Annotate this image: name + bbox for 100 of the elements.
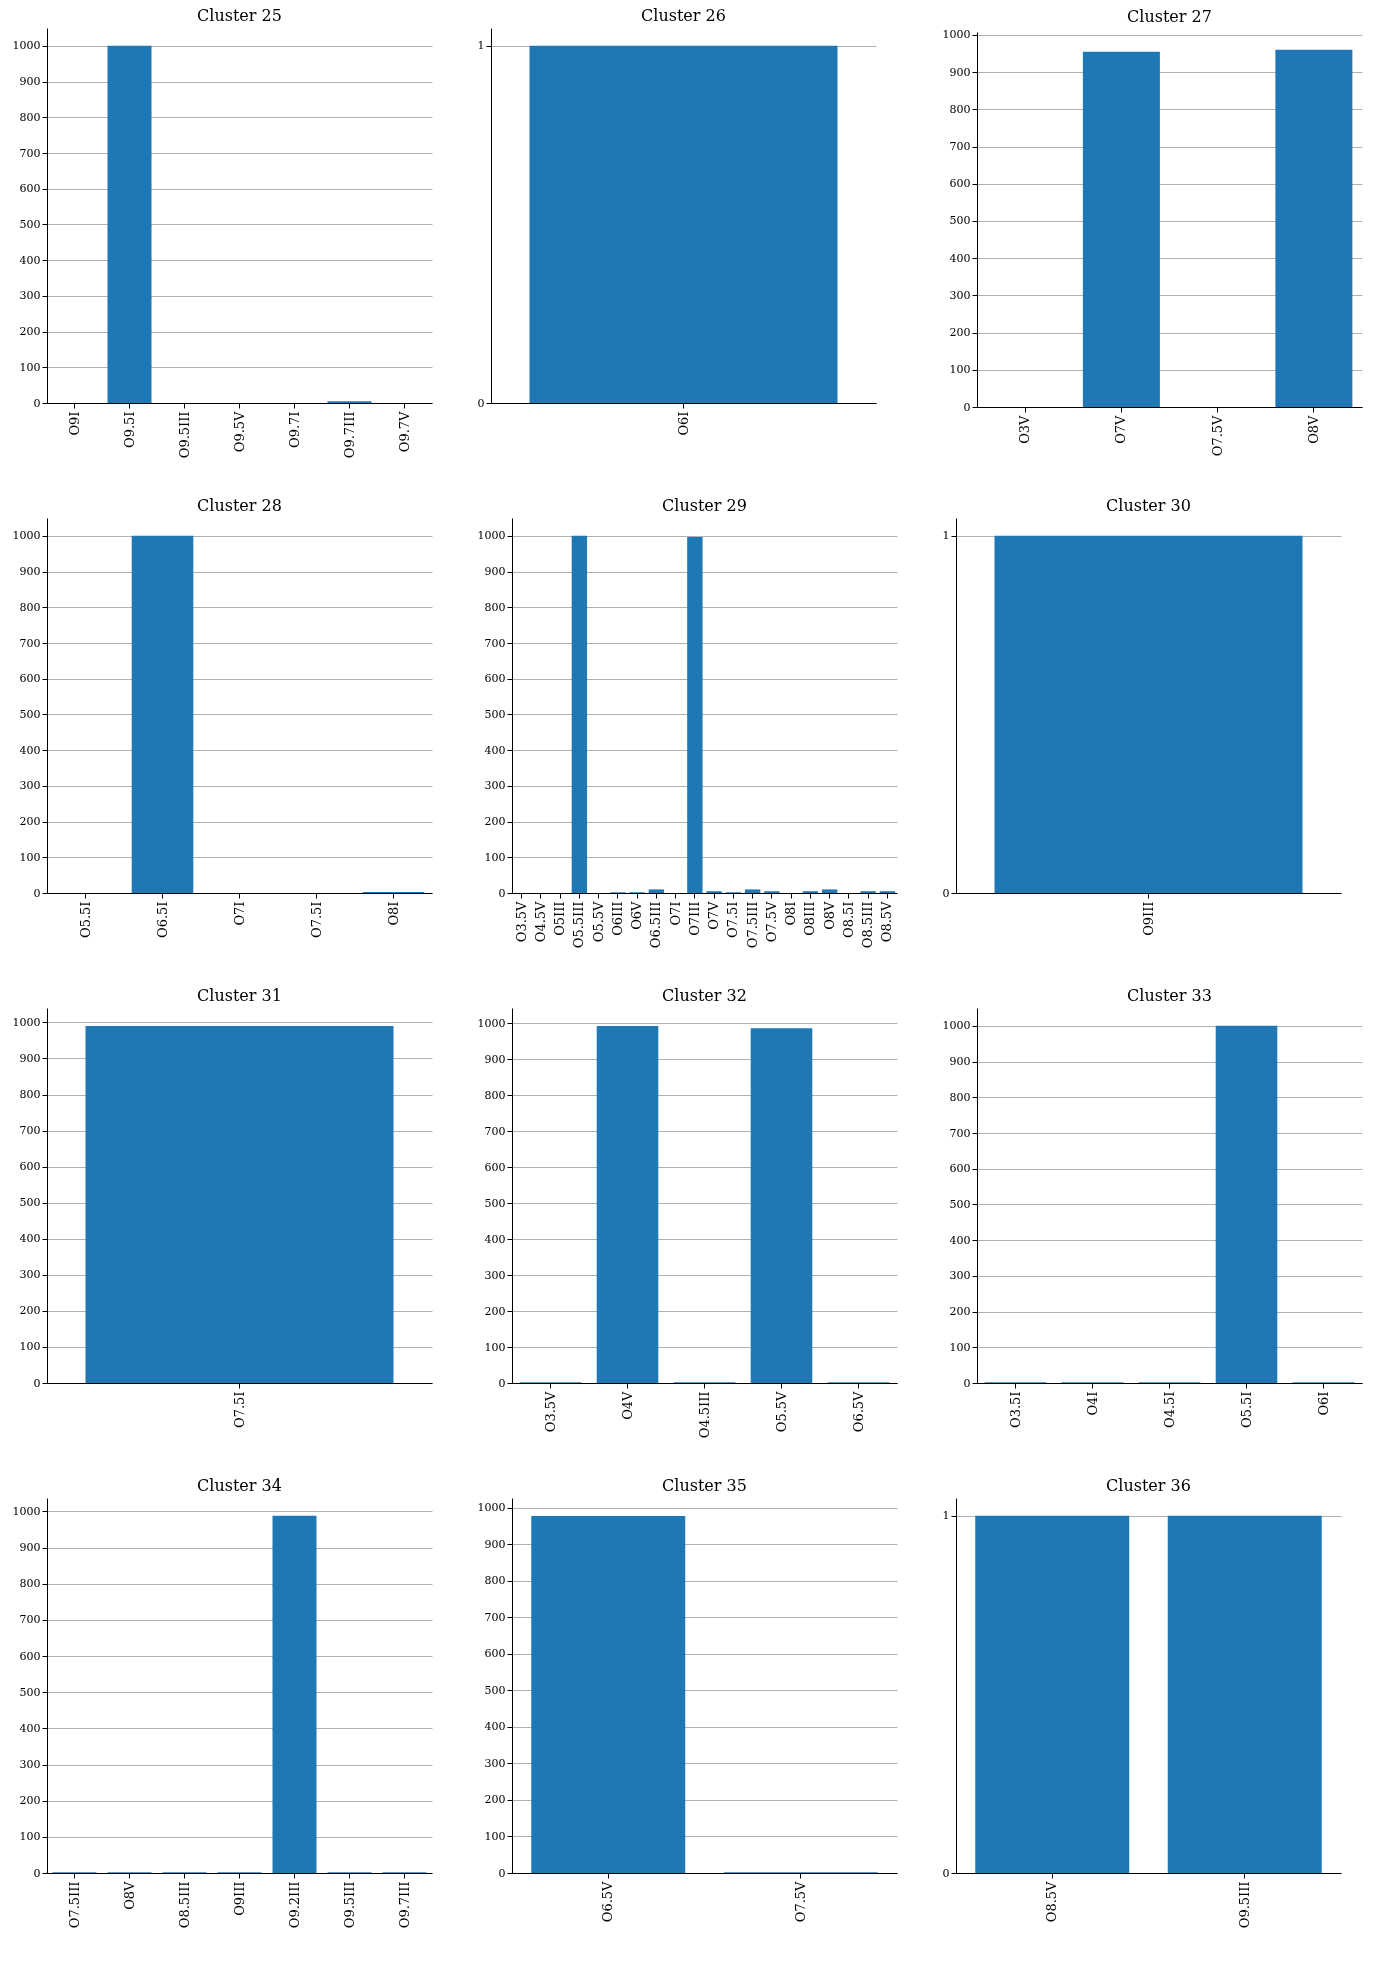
x-tick-label: O7.5V [763,900,779,943]
y-tick-label: 100 [19,360,41,374]
x-tick-label: O6.5V [600,1880,616,1923]
chart-title: Cluster 27 [1127,6,1212,26]
x-tick-label: O9.5III [176,411,192,459]
chart-title: Cluster 30 [1106,496,1191,515]
y-tick-label: 600 [19,1649,41,1663]
y-tick-label: 1000 [477,529,506,543]
y-tick-label: 900 [19,565,41,579]
y-tick-label: 1000 [12,39,41,53]
x-tick-label: O9.7III [341,411,357,459]
y-tick-label: 0 [33,1376,41,1390]
bar [596,1025,659,1383]
y-tick-label: 300 [484,1268,506,1282]
x-tick-label: O5.5V [590,900,606,943]
y-tick-label: 0 [498,886,506,900]
y-tick-label: 400 [19,253,41,267]
y-tick-label: 200 [19,815,41,829]
y-tick-label: 800 [949,102,971,116]
y-tick-label: 400 [484,743,506,757]
x-tick-label: O6I [675,411,691,436]
y-tick-label: 700 [484,1610,506,1624]
x-tick-label: O7.5I [308,901,324,938]
x-tick-label: O7V [1113,414,1129,444]
chart-title: Cluster 29 [662,496,747,515]
x-tick-label: O9I [66,411,82,436]
y-tick-label: 900 [484,1052,506,1066]
y-tick-label: 700 [484,1124,506,1138]
y-tick-label: 400 [19,743,41,757]
y-tick-label: 100 [19,1340,41,1354]
y-tick-label: 700 [19,146,41,160]
y-tick-label: 300 [19,289,41,303]
x-tick-label: O7.5V [792,1880,808,1923]
y-tick-label: 700 [949,1126,971,1140]
y-tick-label: 800 [484,1088,506,1102]
x-tick-label: O7.5I [231,1391,247,1428]
y-tick-label: 800 [19,1577,41,1591]
x-tick-label: O3V [1017,414,1033,444]
y-tick-label: 100 [484,850,506,864]
x-tick-label: O8I [783,901,799,926]
x-tick-label: O5.5I [77,901,93,938]
x-tick-label: O5.5III [571,901,587,949]
y-tick-label: 100 [19,850,41,864]
y-tick-label: 100 [19,1830,41,1844]
chart-title: Cluster 25 [197,6,282,25]
bar [648,889,665,893]
y-tick-label: 300 [949,1269,971,1283]
y-tick-label: 100 [949,1340,971,1354]
y-tick-label: 200 [949,326,971,340]
x-tick-label: O8.5I [840,901,856,938]
y-tick-label: 300 [484,779,506,793]
x-tick-label: O7III [686,901,702,936]
x-tick-label: O6.5III [648,901,664,949]
bar [687,536,703,893]
x-tick-label: O7.5III [744,901,760,949]
x-tick-label: O8.5V [879,900,895,943]
x-tick-label: O9.5III [341,1881,357,1929]
x-tick-label: O7.5I [725,901,741,938]
y-tick-label: 1 [477,39,485,53]
y-tick-label: 300 [949,288,971,302]
y-tick-label: 0 [498,1866,506,1880]
x-tick-label: O3.5V [513,900,529,943]
y-tick-label: 0 [498,1376,506,1390]
y-tick-label: 1000 [477,1016,506,1030]
y-tick-label: 1000 [942,1019,971,1033]
x-tick-label: O6.5V [850,1390,866,1433]
x-tick-label: O7.5III [66,1881,82,1929]
y-tick-label: 500 [484,1683,506,1697]
y-tick-label: 200 [484,1304,506,1318]
y-tick-label: 200 [19,1304,41,1318]
x-tick-label: O9III [231,1881,247,1916]
y-tick-label: 500 [484,1196,506,1210]
x-tick-label: O7.5V [1209,414,1225,457]
y-tick-label: 500 [19,1196,41,1210]
y-tick-label: 200 [484,1793,506,1807]
chart-title: Cluster 32 [662,986,747,1005]
y-tick-label: 0 [963,400,971,414]
x-tick-label: O6I [1315,1391,1331,1416]
y-tick-label: 500 [949,214,971,228]
y-tick-label: 1000 [12,1015,41,1029]
x-tick-label: O8V [821,900,837,930]
y-tick-label: 900 [949,1055,971,1069]
chart-title: Cluster 31 [197,986,282,1005]
y-tick-label: 800 [19,600,41,614]
y-tick-label: 1 [942,1509,950,1523]
y-tick-label: 600 [19,1160,41,1174]
x-tick-label: O8III [802,901,818,936]
x-tick-label: O4I [1084,1391,1100,1416]
y-tick-label: 700 [19,636,41,650]
x-tick-label: O4.5V [532,900,548,943]
y-tick-label: 800 [949,1090,971,1104]
x-tick-label: O8.5III [176,1881,192,1929]
chart-title: Cluster 33 [1127,986,1212,1005]
y-tick-label: 1000 [12,529,41,543]
y-tick-label: 800 [484,600,506,614]
y-tick-label: 0 [33,886,41,900]
y-tick-label: 700 [19,1124,41,1138]
y-tick-label: 400 [19,1721,41,1735]
y-tick-label: 100 [484,1829,506,1843]
y-tick-label: 800 [19,110,41,124]
